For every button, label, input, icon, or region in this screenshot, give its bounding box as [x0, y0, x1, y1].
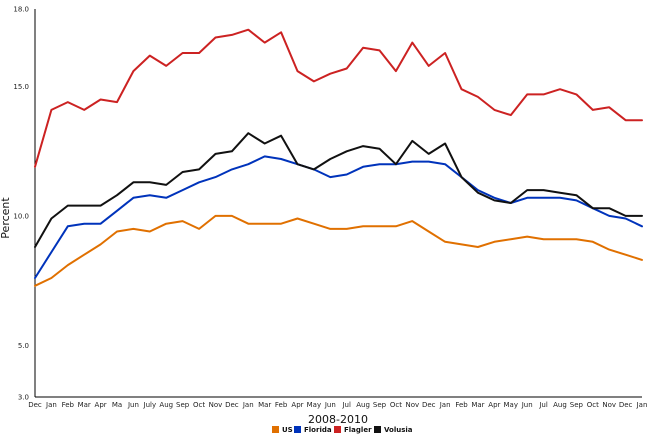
x-tick-label: Oct [193, 401, 205, 409]
x-tick-label: Jan [45, 401, 57, 409]
x-tick-label: Nov [209, 401, 223, 409]
x-tick-label: May [504, 401, 518, 409]
x-tick-label: Oct [587, 401, 599, 409]
series-line-florida [34, 155, 643, 279]
series-line-volusia [34, 132, 643, 248]
x-tick-label: Feb [455, 401, 468, 409]
y-tick-label: 3.0 [18, 394, 29, 402]
legend: US Florida Flagler Volusia [272, 426, 413, 434]
x-tick-label: Apr [488, 401, 500, 409]
legend-swatch-volusia [374, 426, 381, 433]
x-tick-label: Dec [225, 401, 239, 409]
x-tick-label: Dec [28, 401, 42, 409]
x-tick-label: Oct [390, 401, 402, 409]
legend-swatch-florida [294, 426, 301, 433]
y-axis-ticks: 18.0 15.0 10.0 5.0 3.0 [13, 6, 29, 402]
legend-label-volusia: Volusia [384, 426, 413, 434]
x-tick-label: Jul [538, 401, 548, 409]
x-tick-label: Aug [159, 401, 173, 409]
series-line-flagler [34, 28, 643, 168]
x-tick-label: Sep [176, 401, 190, 409]
y-tick-label: 18.0 [13, 6, 29, 14]
x-tick-label: Aug [553, 401, 567, 409]
x-tick-label: Apr [95, 401, 107, 409]
x-tick-label: Apr [291, 401, 303, 409]
legend-label-us: US [282, 426, 293, 434]
x-tick-label: Mar [78, 401, 91, 409]
y-tick-label: 15.0 [13, 83, 29, 91]
x-tick-label: Dec [422, 401, 436, 409]
x-tick-label: Nov [405, 401, 419, 409]
x-tick-label: Mar [258, 401, 271, 409]
series-line-us [34, 214, 643, 287]
x-tick-label: Aug [356, 401, 370, 409]
x-tick-label: Jan [439, 401, 451, 409]
x-axis-ticks: Dec Jan Feb Mar Apr Ma Jun July Aug Sep Oct Nov Dec J… [28, 401, 647, 409]
legend-label-flagler: Flagler [344, 426, 372, 434]
y-axis-title: Percent [0, 197, 12, 239]
x-tick-label: Jan [242, 401, 254, 409]
x-tick-label: July [143, 401, 157, 409]
x-tick-label: Sep [570, 401, 584, 409]
x-tick-label: Mar [471, 401, 484, 409]
legend-swatch-us [272, 426, 279, 433]
legend-swatch-flagler [334, 426, 341, 433]
x-axis-title: 2008-2010 [308, 413, 368, 426]
x-tick-label: Jun [521, 401, 533, 409]
x-tick-label: Dec [619, 401, 633, 409]
y-tick-label: 10.0 [13, 212, 29, 220]
x-tick-label: Jul [341, 401, 351, 409]
x-tick-label: Feb [62, 401, 75, 409]
x-tick-label: Feb [275, 401, 288, 409]
series-lines [34, 28, 643, 287]
y-tick-label: 5.0 [18, 342, 29, 350]
x-tick-label: Nov [602, 401, 616, 409]
axis-lines [34, 9, 642, 398]
x-tick-label: May [307, 401, 321, 409]
x-tick-label: Ma [112, 401, 122, 409]
x-tick-label: Jun [127, 401, 139, 409]
x-tick-label: Jun [324, 401, 336, 409]
legend-label-florida: Florida [304, 426, 332, 434]
x-tick-label: Sep [373, 401, 387, 409]
x-tick-label: Jan [636, 401, 648, 409]
